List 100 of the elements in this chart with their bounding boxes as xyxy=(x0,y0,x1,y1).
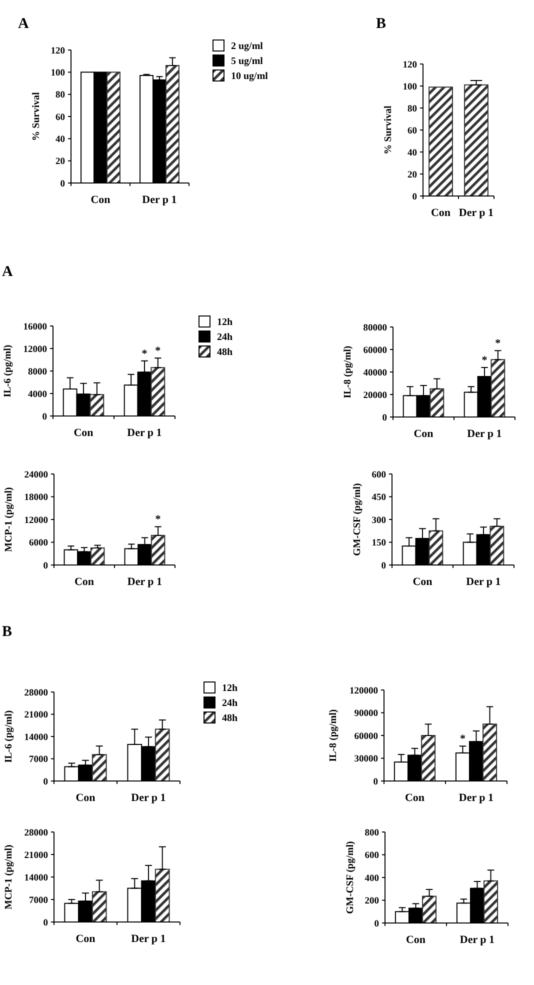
y-tick-label: 30000 xyxy=(354,754,378,765)
x-tick-label: Con xyxy=(74,576,94,588)
x-tick-label: Der p 1 xyxy=(458,207,494,219)
y-tick-label: 20 xyxy=(408,170,418,180)
y-tick-label: 120 xyxy=(402,60,418,70)
y-axis-title: IL-8 (pg/ml) xyxy=(328,709,340,762)
y-axis-title: GM-CSF (pg/ml) xyxy=(345,841,356,914)
y-tick-label: 100 xyxy=(50,68,66,78)
y-tick-label: 100 xyxy=(402,82,418,92)
bar xyxy=(165,65,180,184)
chart-title: A xyxy=(18,16,29,32)
y-tick-label: 600 xyxy=(364,851,380,862)
legend-label: 12h xyxy=(222,683,238,694)
x-tick-label: Der p 1 xyxy=(131,792,166,804)
legend-label: 5 ug/ml xyxy=(231,56,264,67)
y-tick-label: 0 xyxy=(42,412,48,422)
bar xyxy=(90,394,104,416)
bar xyxy=(490,526,504,566)
x-tick-label: Der p 1 xyxy=(467,428,502,440)
y-tick-label: 0 xyxy=(412,192,418,202)
x-tick-label: Der p 1 xyxy=(460,934,495,946)
legend-label: 24h xyxy=(222,698,238,709)
data-label: * xyxy=(142,348,148,360)
x-tick-label: Con xyxy=(404,792,425,804)
y-tick-label: 40 xyxy=(408,148,418,158)
x-tick-label: Der p 1 xyxy=(466,576,501,588)
y-tick-label: 450 xyxy=(372,493,386,504)
bar xyxy=(422,896,437,924)
legend-label: 2 ug/ml xyxy=(231,41,264,52)
data-label: * xyxy=(495,338,502,350)
bar xyxy=(428,530,444,566)
y-tick-label: 300 xyxy=(372,516,386,526)
y-axis-title: IL-8 (pg/ml) xyxy=(342,346,354,398)
data-label: * xyxy=(155,345,162,358)
y-tick-label: 0 xyxy=(43,918,48,928)
y-axis-title: IL-6 (pg/ml) xyxy=(4,710,14,763)
x-tick-label: Con xyxy=(74,427,94,439)
y-tick-label: 90000 xyxy=(354,709,378,720)
y-tick-label: 150 xyxy=(372,538,386,549)
y-tick-label: 800 xyxy=(364,828,380,838)
y-tick-label: 18000 xyxy=(24,493,48,504)
y-tick-label: 4000 xyxy=(28,390,48,400)
x-tick-label: Con xyxy=(406,934,426,946)
y-tick-label: 0 xyxy=(60,179,66,190)
x-tick-label: Der p 1 xyxy=(127,427,162,439)
legend-label: 48h xyxy=(222,713,238,724)
y-tick-label: 60000 xyxy=(363,346,388,356)
y-tick-label: 60000 xyxy=(354,732,378,742)
bar xyxy=(154,728,170,782)
bar xyxy=(150,367,166,416)
x-tick-label: Con xyxy=(414,428,434,440)
bar xyxy=(92,891,107,922)
data-label: * xyxy=(155,514,162,526)
bar xyxy=(150,534,166,566)
y-tick-label: 80 xyxy=(56,90,66,101)
y-tick-label: 0 xyxy=(43,777,48,788)
y-tick-label: 40000 xyxy=(363,368,388,378)
y-tick-label: 0 xyxy=(374,919,380,930)
y-tick-label: 60 xyxy=(56,112,66,123)
y-tick-label: 6000 xyxy=(29,538,48,549)
y-axis-title: % Survival xyxy=(383,105,394,154)
x-tick-label: Con xyxy=(412,576,432,588)
legend-label: 24h xyxy=(217,332,233,343)
y-axis-title: % Survival xyxy=(31,92,42,141)
y-tick-label: 28000 xyxy=(24,688,48,698)
y-tick-label: 0 xyxy=(43,561,48,572)
chart-title: A xyxy=(2,264,13,280)
y-tick-label: 7000 xyxy=(29,755,48,766)
x-tick-label: Con xyxy=(430,207,451,219)
bar xyxy=(430,388,444,418)
x-tick-label: Con xyxy=(76,933,96,945)
y-tick-label: 60 xyxy=(408,126,418,136)
y-axis-title: GM-CSF (pg/ml) xyxy=(352,483,364,556)
x-tick-label: Con xyxy=(90,194,110,206)
y-tick-label: 28000 xyxy=(24,828,48,838)
y-tick-label: 14000 xyxy=(24,873,48,884)
y-tick-label: 16000 xyxy=(23,322,48,332)
y-tick-label: 8000 xyxy=(28,367,48,378)
y-tick-label: 21000 xyxy=(24,850,48,861)
y-tick-label: 20000 xyxy=(363,390,388,401)
data-label: * xyxy=(482,354,488,366)
chart-title: B xyxy=(2,624,12,640)
y-tick-label: 80000 xyxy=(363,323,388,334)
chart-title: B xyxy=(376,16,386,32)
x-tick-label: Con xyxy=(76,792,96,804)
data-label: * xyxy=(460,733,466,746)
y-tick-label: 21000 xyxy=(24,710,48,721)
x-tick-label: Der p 1 xyxy=(142,194,177,206)
y-tick-label: 12000 xyxy=(23,344,48,355)
legend-label: 10 ug/ml xyxy=(231,71,268,82)
y-tick-label: 600 xyxy=(372,470,386,480)
bar xyxy=(482,724,498,782)
y-tick-label: 0 xyxy=(381,561,386,572)
bar xyxy=(154,868,170,922)
y-tick-label: 7000 xyxy=(29,896,48,906)
x-tick-label: Der p 1 xyxy=(131,933,166,945)
bar xyxy=(490,359,506,418)
y-tick-label: 200 xyxy=(364,896,380,907)
x-tick-label: Der p 1 xyxy=(458,792,494,804)
y-tick-label: 0 xyxy=(373,777,378,788)
